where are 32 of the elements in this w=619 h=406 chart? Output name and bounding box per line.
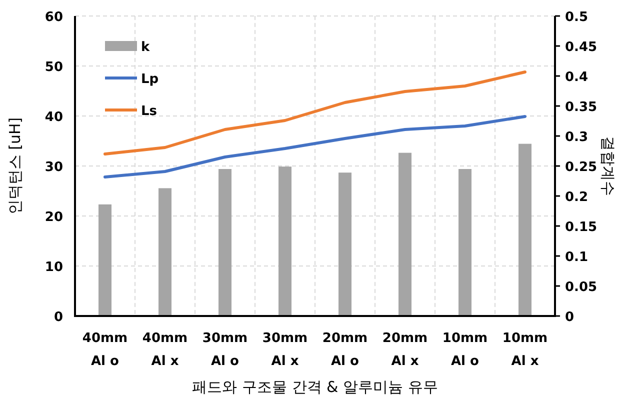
y-tick-label: 0 [54,310,63,325]
y-tick-label: 50 [44,60,63,75]
y2-tick-label: 0.35 [565,100,598,115]
x-tick-label: 30mm Al x [262,331,308,369]
legend-label: Ls [141,104,158,119]
y-tick-label: 60 [44,10,63,25]
y2-tick-label: 0.25 [565,160,598,175]
y2-tick-label: 0.15 [565,220,598,235]
y2-tick-label: 0.4 [565,70,588,85]
x-tick-label: 30mm Al o [202,331,248,369]
x-tick-label: 10mm Al x [502,331,548,369]
y-tick-label: 30 [44,160,63,175]
y2-axis-title: 결합계수 [599,136,617,196]
y-tick-label: 20 [44,210,63,225]
y2-tick-label: 0.45 [565,40,598,55]
x-axis-title: 패드와 구조물 간격 & 알루미늄 유무 [192,378,438,396]
x-tick-label: 20mm Al o [322,331,368,369]
y2-tick-label: 0.1 [565,250,588,265]
y-axis-title: 인덕턴스 [uH] [6,117,24,215]
y2-tick-label: 0 [565,310,574,325]
y2-tick-label: 0.2 [565,190,588,205]
x-tick-label: 40mm Al x [142,331,188,369]
legend-label: k [141,40,150,55]
x-tick-label: 20mm Al x [382,331,428,369]
x-tick-label: 40mm Al o [82,331,128,369]
y2-tick-label: 0.05 [565,280,598,295]
x-tick-label: 10mm Al o [442,331,488,369]
y2-tick-label: 0.3 [565,130,588,145]
legend-label: Lp [141,72,159,87]
y2-tick-label: 0.5 [565,10,588,25]
y-tick-label: 40 [44,110,63,125]
y-tick-label: 10 [44,260,63,275]
